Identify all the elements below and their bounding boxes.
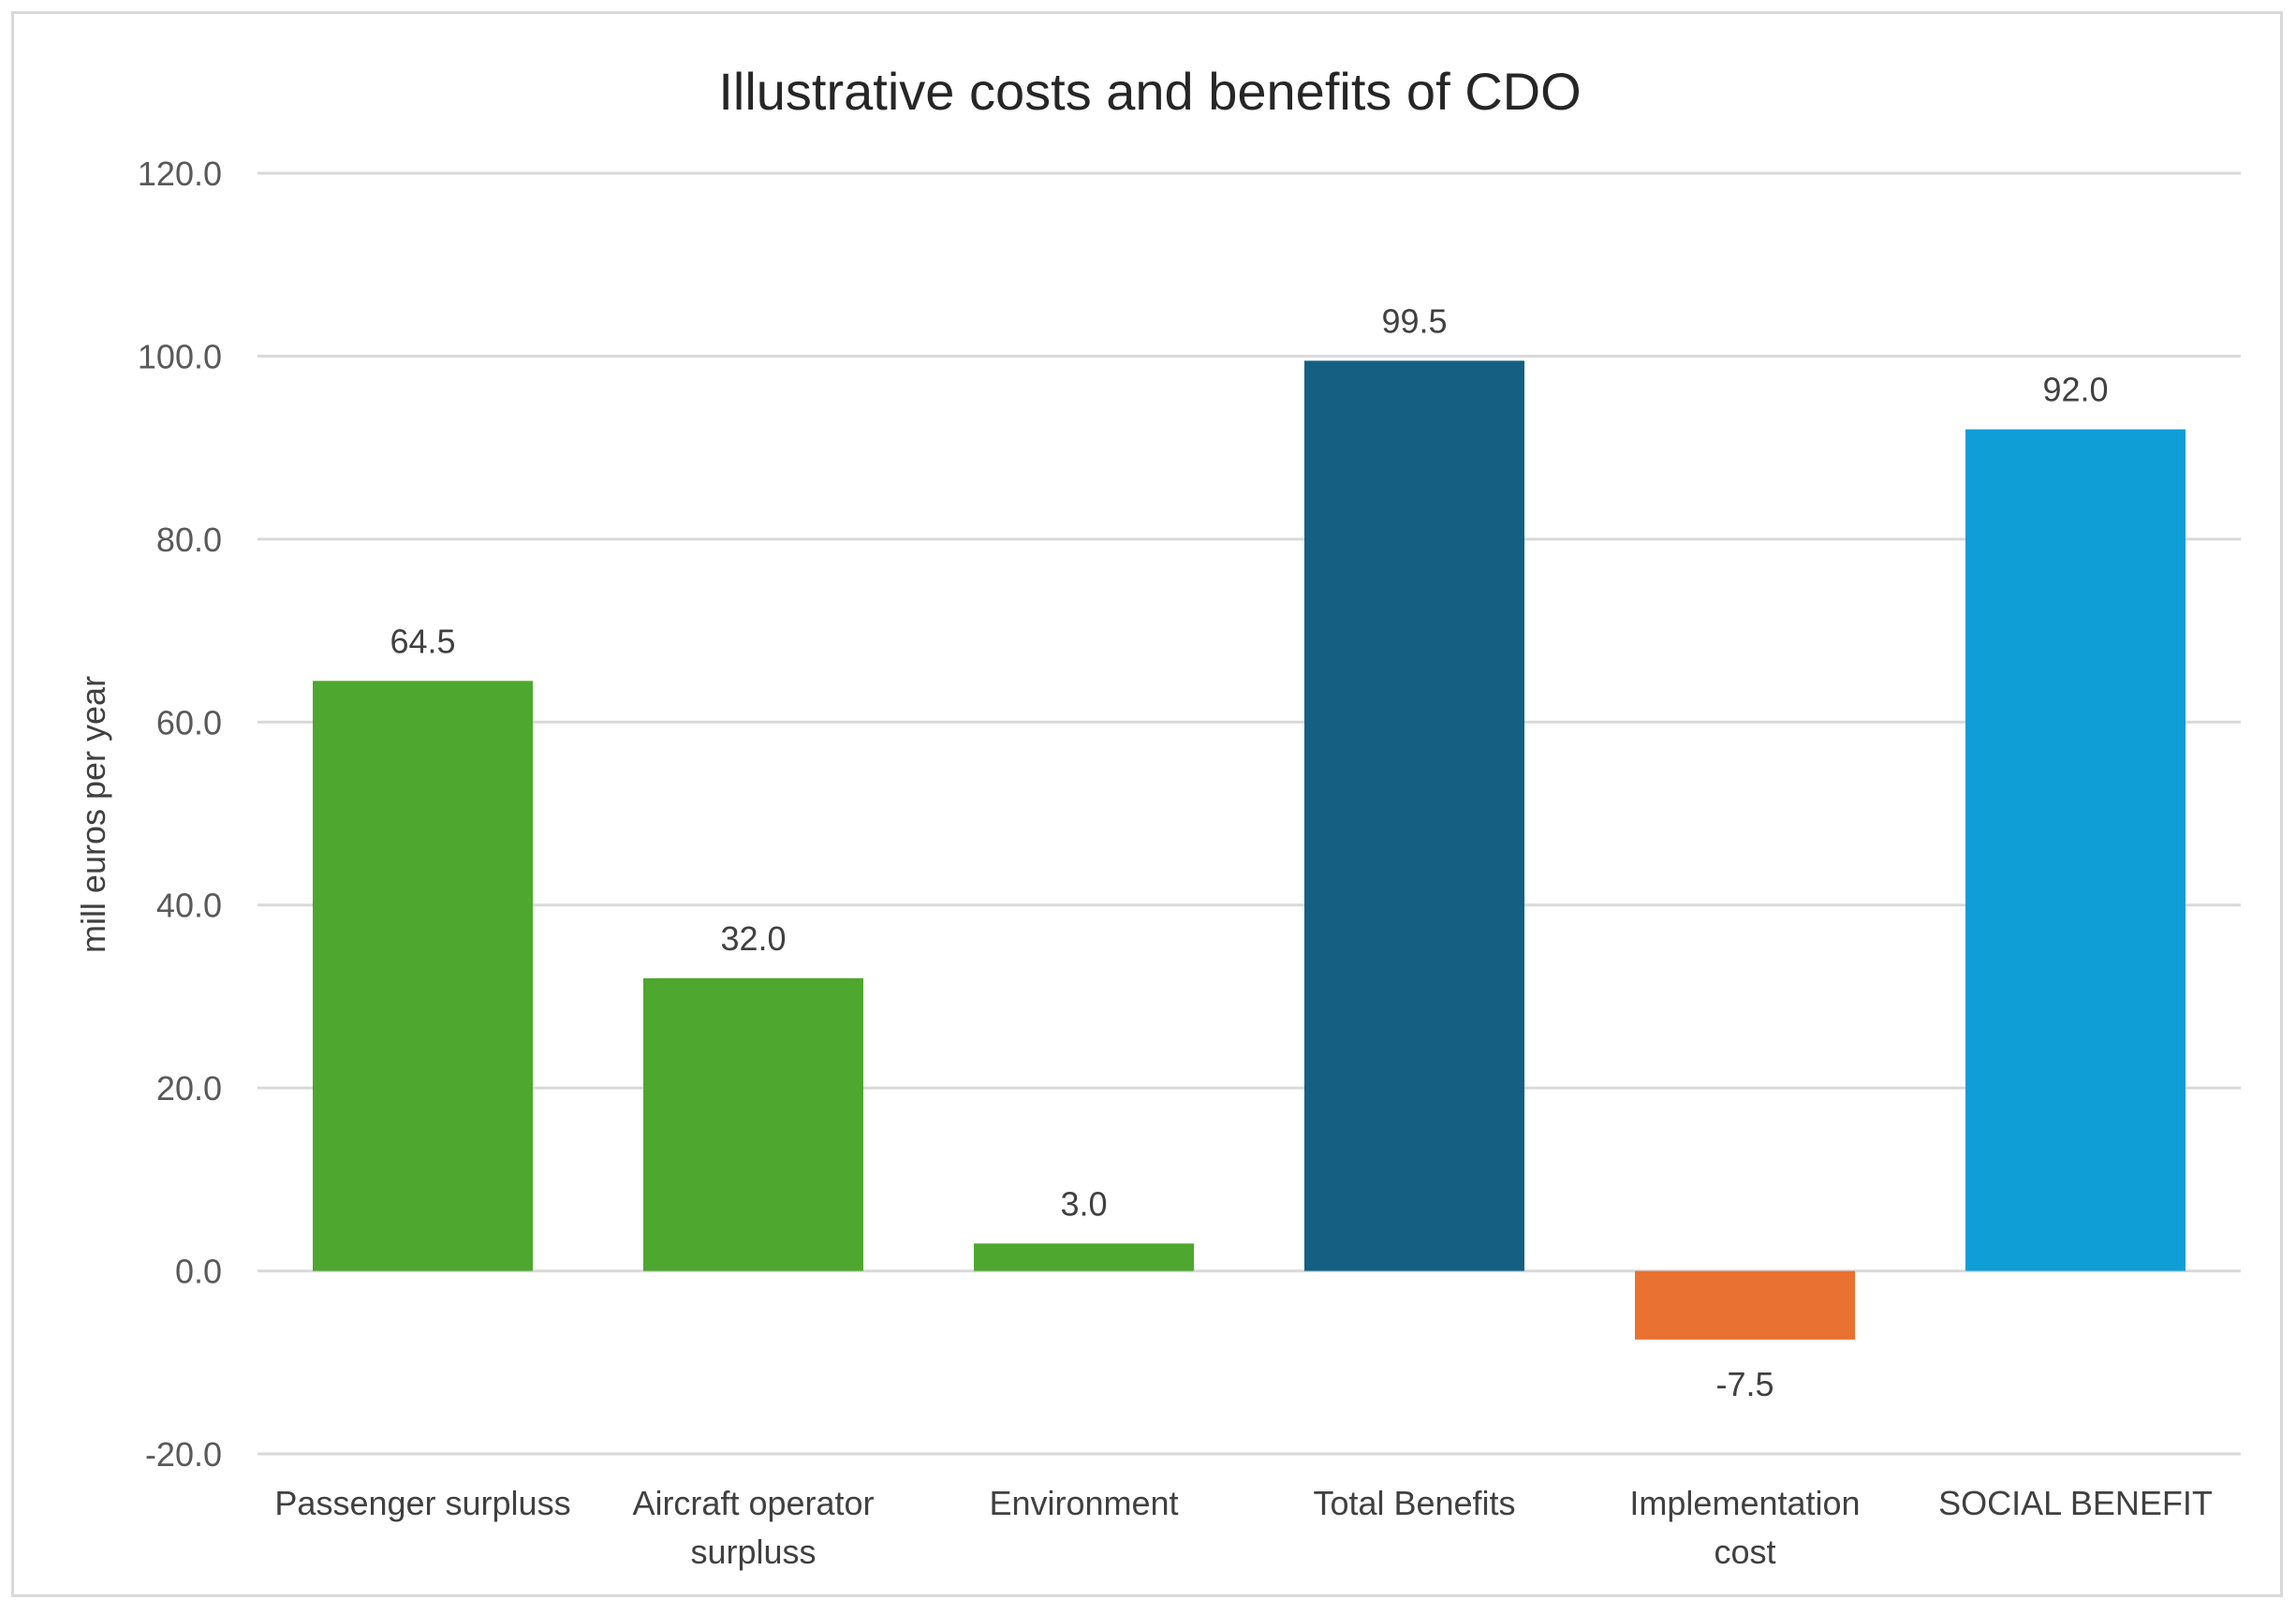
x-category-label: Aircraft operator (632, 1484, 874, 1522)
data-label: 99.5 (1381, 301, 1447, 340)
chart-title: Illustrative costs and benefits of CDO (718, 62, 1581, 121)
y-axis-ticks: -20.0 0.0 20.0 40.0 60.0 80.0 100.0 120.0 (138, 154, 222, 1474)
bar-2 (974, 1243, 1194, 1271)
x-category-label: Passenger surpluss (274, 1484, 570, 1522)
chart-frame: Illustrative costs and benefits of CDO -… (11, 11, 2283, 1597)
x-category-label: SOCIAL BENEFIT (1938, 1484, 2213, 1522)
y-tick-label: 40.0 (156, 887, 222, 925)
bar-1 (643, 977, 863, 1271)
data-label: 32.0 (720, 919, 786, 958)
x-category-label: Implementation (1629, 1484, 1860, 1522)
bars (313, 360, 2186, 1340)
data-label: 92.0 (2042, 371, 2108, 409)
y-tick-label: 80.0 (156, 521, 222, 559)
gridlines (258, 171, 2241, 1456)
bar-0 (313, 681, 533, 1271)
data-label: 64.5 (390, 622, 455, 660)
x-axis-categories: Passenger surpluss Aircraft operator surpl… (274, 1484, 2212, 1571)
bar-3 (1304, 360, 1524, 1271)
data-label: 3.0 (1060, 1184, 1107, 1223)
data-label: -7.5 (1715, 1365, 1774, 1403)
data-labels: 64.5 32.0 3.0 99.5 -7.5 92.0 (390, 301, 2108, 1403)
bar-5 (1965, 429, 2186, 1271)
x-category-label: Total Benefits (1313, 1484, 1515, 1522)
y-tick-label: -20.0 (145, 1435, 222, 1474)
bar-4 (1635, 1270, 1855, 1340)
y-tick-label: 60.0 (156, 703, 222, 741)
x-category-label: Environment (989, 1484, 1178, 1522)
y-tick-label: 120.0 (138, 154, 222, 193)
y-tick-label: 0.0 (175, 1253, 222, 1291)
y-tick-label: 20.0 (156, 1069, 222, 1108)
x-category-label: surpluss (690, 1533, 816, 1571)
y-axis-title: mill euros per year (74, 676, 112, 953)
x-category-label: cost (1714, 1533, 1775, 1571)
y-tick-label: 100.0 (138, 337, 222, 375)
bar-chart: Illustrative costs and benefits of CDO -… (74, 62, 2241, 1571)
